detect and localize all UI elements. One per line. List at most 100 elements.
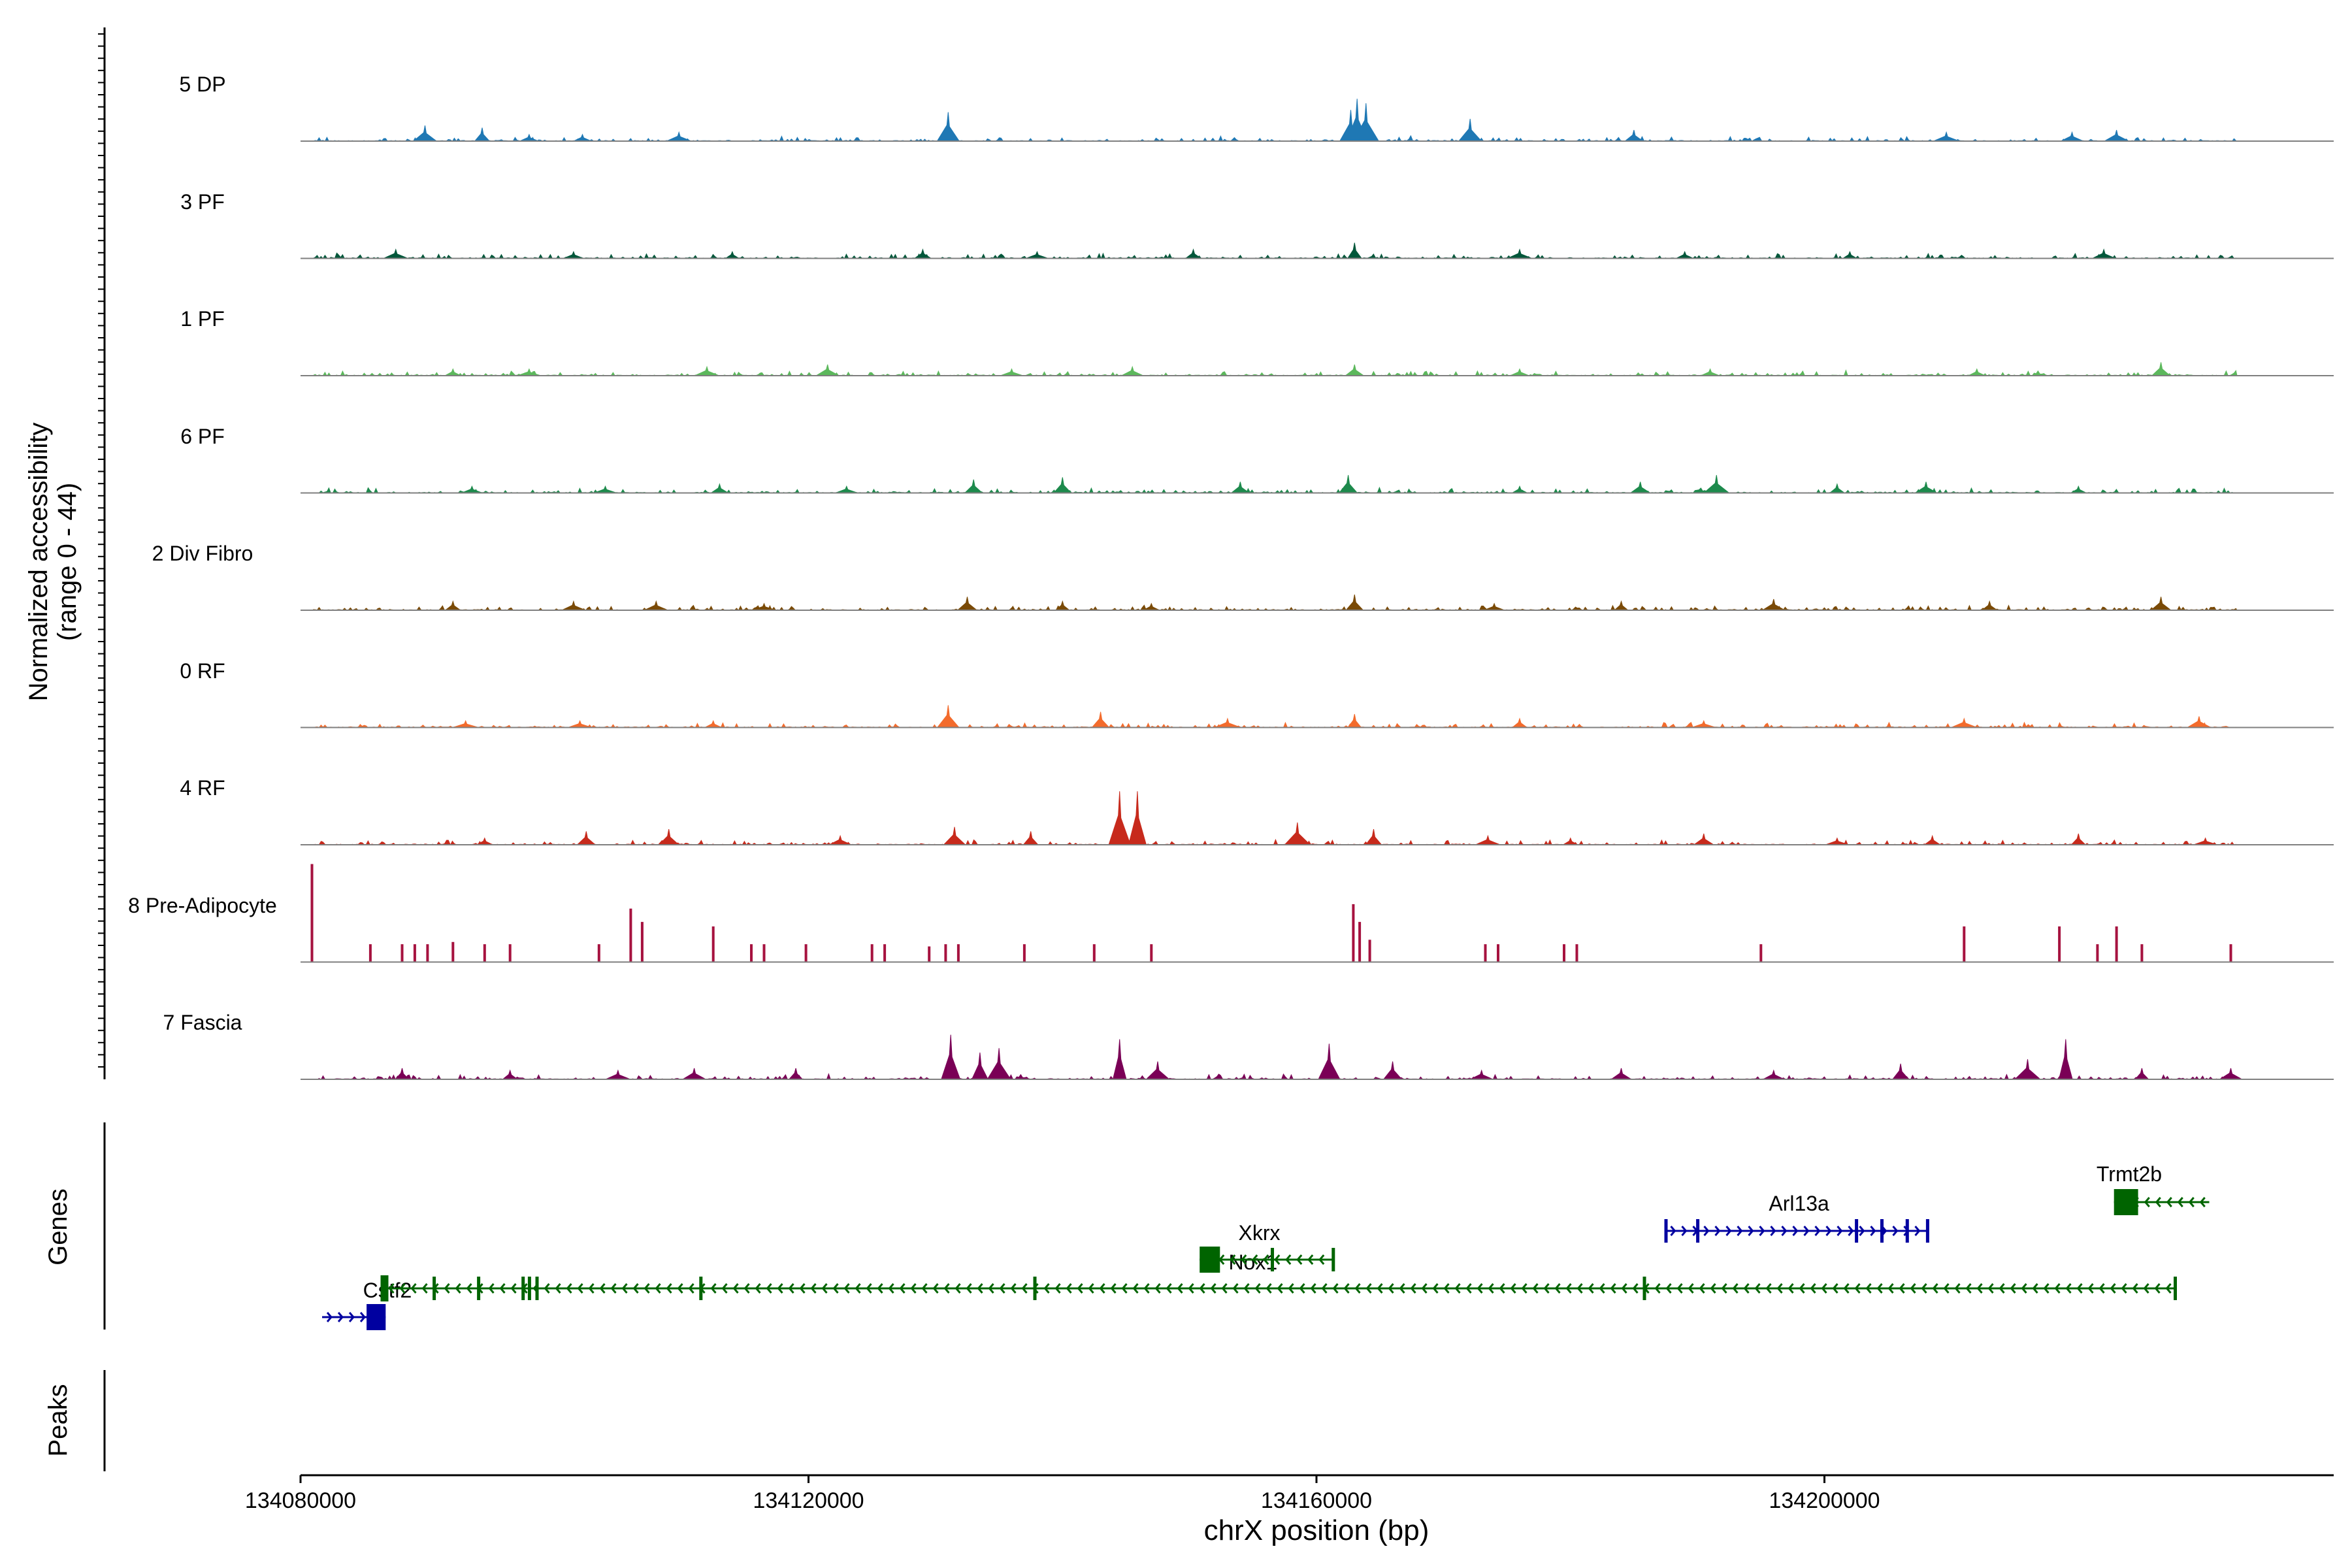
- track-0-rf: 0 RF: [180, 659, 2334, 728]
- coverage-left-axis: [98, 27, 106, 1079]
- track-label: 1 PF: [180, 307, 225, 331]
- gene-cstf2: Cstf2: [322, 1279, 412, 1330]
- gene-label: Trmt2b: [2097, 1162, 2162, 1186]
- coverage-peak: [573, 133, 592, 142]
- coverage-peak: [1624, 129, 1644, 142]
- gene-exon: [1271, 1248, 1274, 1271]
- coverage-peak: [1368, 939, 1371, 962]
- coverage-peak: [412, 125, 438, 142]
- coverage-peak: [941, 1034, 961, 1080]
- coverage-peak: [1563, 944, 1565, 962]
- coverage-peak: [1561, 837, 1578, 845]
- gene-label: Arl13a: [1769, 1192, 1829, 1215]
- coverage-peak: [1352, 904, 1355, 962]
- coverage-peak: [1484, 602, 1505, 611]
- y-axis-label-line1: Normalized accessibility: [24, 423, 53, 702]
- coverage-peak: [1338, 475, 1358, 493]
- coverage-peak: [681, 1068, 706, 1080]
- coverage-peak: [1053, 477, 1072, 493]
- coverage-peak: [1026, 250, 1049, 259]
- coverage-peak: [835, 485, 858, 493]
- x-axis-tick-label: 134120000: [753, 1488, 864, 1513]
- coverage-peak: [987, 1048, 1011, 1080]
- coverage-peak: [576, 831, 596, 845]
- coverage-peak: [2193, 837, 2217, 845]
- coverage-peak: [640, 922, 644, 962]
- coverage-peak: [710, 483, 730, 493]
- coverage-peak: [752, 602, 776, 611]
- coverage-peak: [2102, 129, 2129, 142]
- coverage-peak: [594, 485, 617, 493]
- coverage-signal: [313, 838, 2238, 845]
- coverage-peak: [1347, 242, 1362, 259]
- coverage-peak: [474, 127, 491, 142]
- coverage-peak: [883, 944, 887, 962]
- coverage-peak: [561, 600, 585, 611]
- coverage-peak: [394, 1068, 410, 1080]
- coverage-peak: [1693, 833, 1715, 845]
- track-8-pre-adipocyte: 8 Pre-Adipocyte: [128, 864, 2334, 963]
- track-label: 2 Div Fibro: [152, 542, 253, 565]
- gene-exon: [1033, 1277, 1037, 1300]
- coverage-peak: [1963, 926, 1966, 962]
- coverage-peak: [804, 944, 808, 962]
- coverage-peak: [936, 112, 960, 142]
- coverage-peak: [1347, 713, 1362, 728]
- coverage-peak: [368, 944, 372, 962]
- gene-annotation-panel: Cstf2 Nox1 Xkrx Arl13a Trmt2b: [322, 1162, 2210, 1330]
- coverage-peak: [1701, 368, 1720, 376]
- track-label: 0 RF: [180, 659, 225, 683]
- coverage-peak: [971, 1053, 989, 1080]
- x-axis-tick-label: 134080000: [245, 1488, 356, 1513]
- coverage-peak: [476, 837, 493, 845]
- gene-exon: [433, 1277, 436, 1300]
- coverage-peak: [1000, 368, 1023, 376]
- coverage-peak: [711, 926, 715, 962]
- coverage-peak: [1054, 600, 1071, 611]
- coverage-peak: [2186, 716, 2212, 728]
- coverage-peak: [1022, 944, 1026, 962]
- coverage-peak: [2134, 1068, 2149, 1080]
- coverage-peak: [1497, 944, 1499, 962]
- coverage-peak: [1458, 118, 1482, 142]
- gene-exon: [1925, 1219, 1929, 1243]
- coverage-peak: [1121, 365, 1144, 376]
- gene-exon: [1905, 1219, 1909, 1243]
- coverage-peak: [1150, 944, 1153, 962]
- coverage-peak: [2061, 131, 2083, 142]
- coverage-peak: [1759, 944, 1763, 962]
- coverage-peak: [1318, 1043, 1341, 1080]
- gene-exon: [380, 1275, 389, 1301]
- coverage-peak: [2115, 926, 2118, 962]
- coverage-peak: [1691, 719, 1716, 728]
- x-axis: 134080000 134120000 134160000 134200000: [245, 1474, 2334, 1513]
- coverage-peak: [563, 250, 584, 259]
- coverage-peak: [944, 944, 947, 962]
- coverage-peak: [1022, 831, 1039, 845]
- coverage-peak: [1345, 595, 1364, 611]
- coverage-peak: [310, 864, 314, 962]
- coverage-peak: [2096, 944, 2099, 962]
- track-label: 7 Fascia: [163, 1011, 242, 1034]
- gene-trmt2b: Trmt2b: [2097, 1162, 2210, 1215]
- gene-exon: [521, 1277, 525, 1300]
- coverage-peak: [2058, 926, 2061, 962]
- gene-arl13a: Arl13a: [1664, 1192, 1929, 1243]
- coverage-peak: [1510, 368, 1529, 376]
- coverage-peak: [1613, 600, 1629, 611]
- x-axis-title: chrX position (bp): [1204, 1514, 1429, 1546]
- coverage-tracks: 5 DP 3 PF 1 PF 6 PF 2 Div Fibro 0 RF 4 RF 8 Pre…: [128, 73, 2334, 1080]
- coverage-peak: [2149, 596, 2172, 611]
- coverage-peak: [1891, 1064, 1910, 1080]
- x-axis-tick-label: 134200000: [1769, 1488, 1880, 1513]
- gene-label: Xkrx: [1239, 1221, 1281, 1245]
- coverage-peak: [1214, 717, 1241, 728]
- coverage-peak: [2218, 1068, 2244, 1080]
- coverage-peak: [1981, 600, 1999, 611]
- track-1-pf: 1 PF: [180, 307, 2334, 376]
- coverage-peak: [956, 596, 978, 611]
- coverage-peak: [928, 946, 931, 962]
- coverage-peak: [1841, 250, 1859, 259]
- coverage-peak: [1365, 829, 1382, 845]
